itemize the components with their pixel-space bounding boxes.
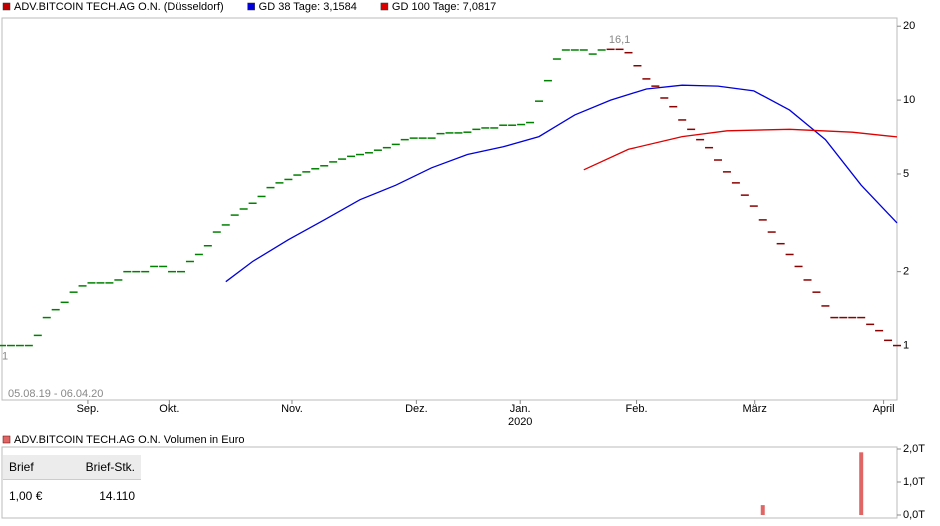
y-tick-label: 2,0T: [903, 443, 925, 455]
y-tick-label: 1,0T: [903, 476, 925, 488]
date-range: 05.08.19 - 06.04.20: [8, 388, 103, 400]
x-tick-label: Dez.: [405, 403, 428, 415]
x-tick-label: Sep.: [77, 403, 100, 415]
y-tick-label: 20: [903, 20, 915, 32]
volume-title: ADV.BITCOIN TECH.AG O.N. Volumen in Euro: [14, 434, 244, 446]
annotation: 16,1: [609, 34, 630, 46]
volume-bar: [760, 505, 765, 515]
volume-legend-swatch: [2, 435, 11, 444]
table-header: Brief-Stk.: [61, 455, 141, 480]
table-cell: 1,00 €: [9, 489, 43, 503]
x-tick-label: März: [742, 403, 766, 415]
average-line: [225, 84, 898, 283]
x-tick-label: Feb.: [626, 403, 648, 415]
plot-frame: [1, 17, 898, 401]
y-tick-label: 0,0T: [903, 509, 925, 521]
legend-label: GD 38 Tage: 3,1584: [259, 1, 357, 13]
legend-label: GD 100 Tage: 7,0817: [392, 1, 496, 13]
y-tick-label: 2: [903, 266, 909, 278]
y-tick-label: 1: [903, 339, 909, 351]
x-year-label: 2020: [508, 416, 532, 428]
table-cell: 14.110: [99, 489, 135, 503]
y-tick-label: 5: [903, 168, 909, 180]
x-tick-label: Nov.: [281, 403, 303, 415]
x-tick-label: Okt.: [159, 403, 179, 415]
annotation: 1: [2, 350, 8, 362]
volume-bar: [859, 452, 864, 515]
legend-swatch: [380, 2, 389, 11]
x-tick-label: April: [873, 403, 895, 415]
legend-swatch: [247, 2, 255, 11]
average-line: [583, 128, 898, 171]
y-tick-label: 10: [903, 94, 915, 106]
table-header: Brief: [3, 455, 62, 480]
quote-table: Brief Brief-Stk. 1,00 € 14.110: [3, 455, 141, 512]
x-tick-label: Jan.: [510, 403, 531, 415]
legend-swatch: [2, 2, 11, 11]
legend-label: ADV.BITCOIN TECH.AG O.N. (Düsseldorf): [14, 1, 224, 13]
